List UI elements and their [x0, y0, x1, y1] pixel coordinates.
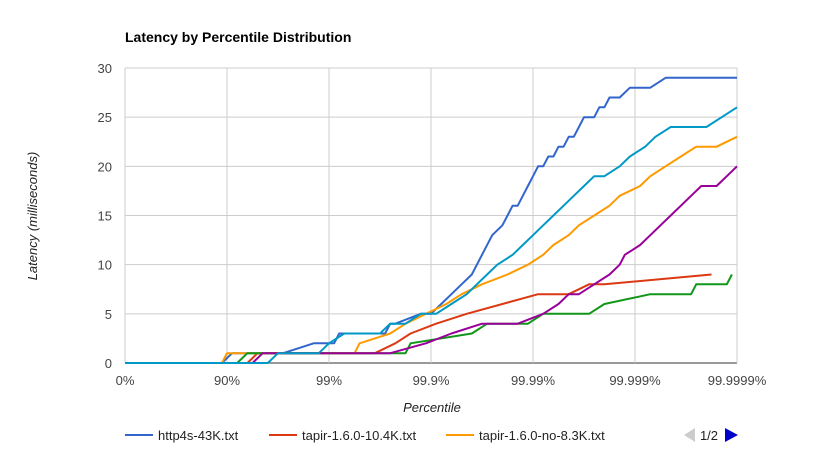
y-tick-label: 0 [105, 356, 112, 371]
series-line-4 [125, 274, 733, 364]
x-tick-label: 99.999% [609, 373, 661, 388]
y-tick-label: 25 [98, 110, 112, 125]
x-tick-label: 0% [116, 373, 135, 388]
series-layer [125, 76, 738, 364]
pager-label: 1/2 [700, 428, 718, 443]
x-axis-ticks: 0% 90% 99% 99.9% 99.99% 99.999% 99.9999% [116, 373, 767, 388]
y-axis-label: Latency (milliseconds) [25, 152, 40, 281]
chart-legend: http4s-43K.txt tapir-1.6.0-10.4K.txt tapir… [125, 428, 605, 443]
pager-prev-icon[interactable] [684, 428, 695, 442]
series-line-6 [125, 106, 738, 364]
series-line-5 [125, 165, 738, 364]
x-tick-label: 99.99% [511, 373, 556, 388]
x-tick-label: 99.9999% [708, 373, 767, 388]
y-tick-label: 15 [98, 209, 112, 224]
series-line-3 [125, 135, 738, 364]
y-tick-label: 5 [105, 307, 112, 322]
x-tick-label: 99.9% [413, 373, 450, 388]
y-tick-label: 20 [98, 159, 112, 174]
series-line-2 [125, 273, 712, 364]
y-axis-ticks: 0 5 10 15 20 25 30 [98, 61, 112, 371]
legend-label: tapir-1.6.0-no-8.3K.txt [479, 428, 605, 443]
y-tick-label: 10 [98, 258, 112, 273]
legend-label: http4s-43K.txt [158, 428, 239, 443]
chart-title: Latency by Percentile Distribution [125, 29, 351, 45]
pager-next-icon[interactable] [725, 428, 738, 442]
x-tick-label: 99% [316, 373, 342, 388]
legend-label: tapir-1.6.0-10.4K.txt [302, 428, 417, 443]
x-axis-label: Percentile [403, 400, 461, 415]
chart-grid [124, 67, 738, 364]
x-tick-label: 90% [214, 373, 240, 388]
y-tick-label: 30 [98, 61, 112, 76]
legend-pager: 1/2 [684, 428, 738, 443]
